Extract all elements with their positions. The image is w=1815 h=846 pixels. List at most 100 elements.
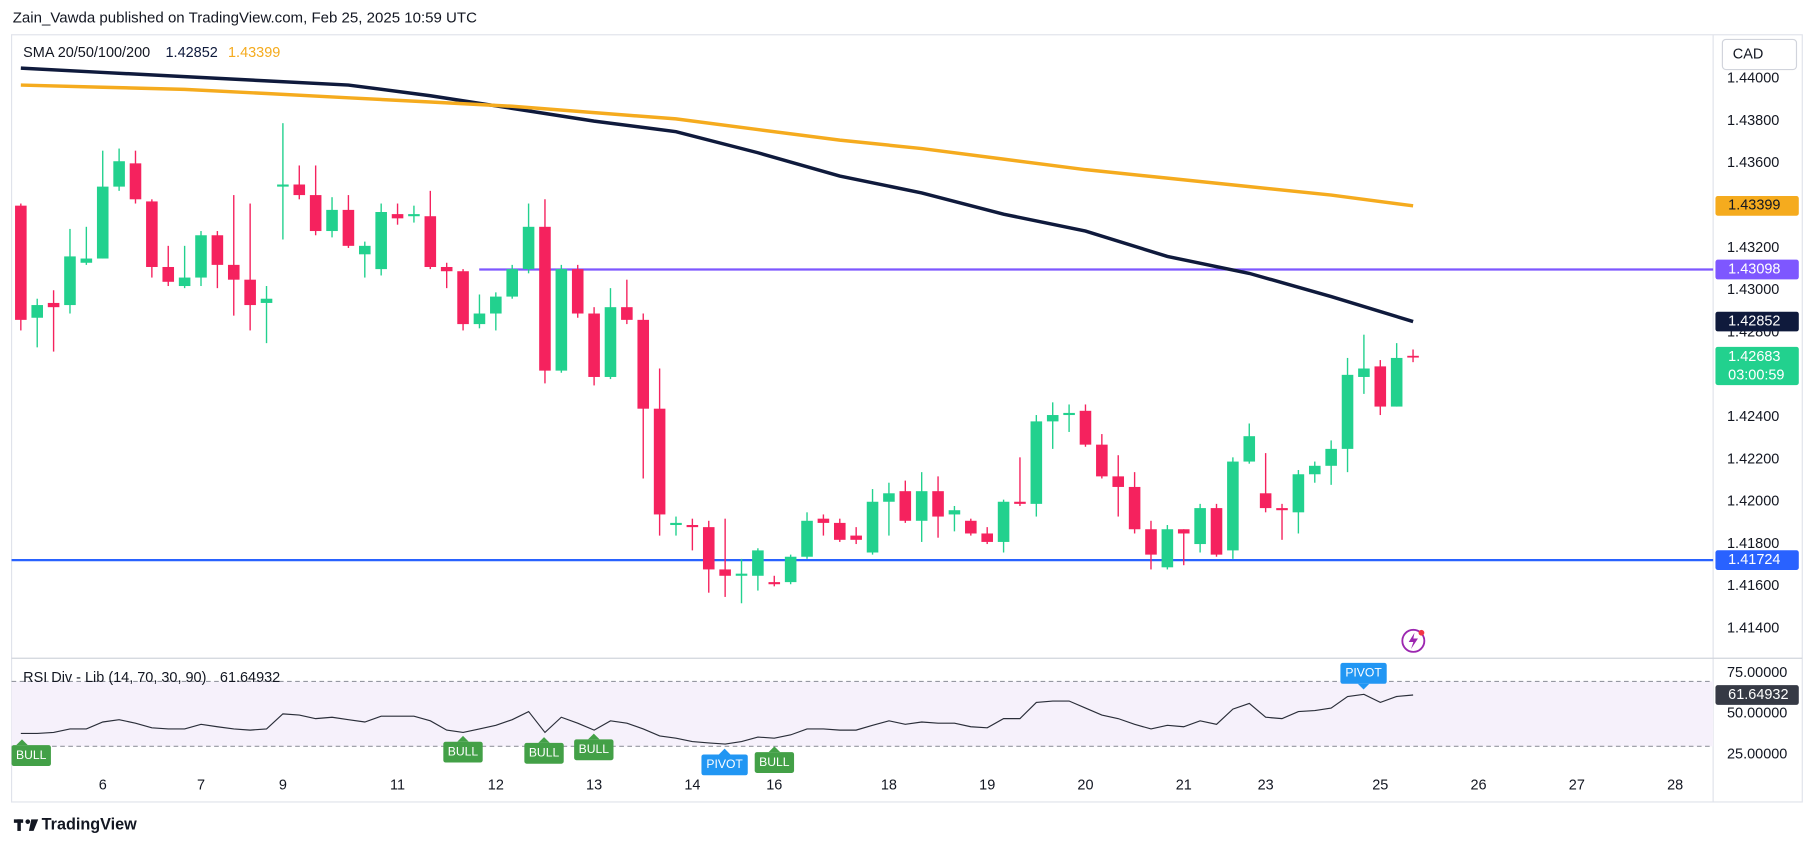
candle-body — [653, 408, 666, 515]
candle-body — [227, 264, 240, 280]
signal-badge — [524, 742, 564, 764]
signal-pointer — [16, 739, 28, 746]
signal-badge — [701, 754, 748, 776]
candle-body — [621, 307, 633, 320]
x-tick-label: 21 — [1176, 778, 1192, 794]
signal-label: BULL — [529, 746, 560, 760]
price-tag: 1.43399 — [1728, 198, 1780, 214]
candle-body — [768, 582, 781, 585]
current-price: 1.42683 — [1728, 349, 1780, 365]
candle-body — [866, 501, 879, 553]
signal-pointer — [1357, 683, 1370, 690]
candle-body — [735, 573, 748, 576]
y-tick-label: 25.00000 — [1727, 746, 1787, 762]
candle-body — [1112, 476, 1125, 487]
signal-badge — [574, 739, 614, 761]
currency-box[interactable] — [1721, 38, 1798, 71]
x-tick-label: 12 — [488, 778, 504, 794]
candle-body — [244, 279, 256, 306]
candle-body — [490, 296, 502, 314]
header-title: Zain_Vawda published on TradingView.com,… — [13, 10, 477, 27]
y-tick-label: 1.43600 — [1727, 155, 1779, 171]
candle-body — [899, 491, 912, 521]
candle-body — [1358, 368, 1370, 377]
candle-body — [178, 277, 191, 287]
candle-body — [1243, 436, 1256, 462]
rsi-title: RSI Div - Lib (14, 70, 30, 90) — [23, 670, 206, 686]
y-tick-label: 1.43800 — [1727, 113, 1779, 129]
signal-badge — [11, 745, 51, 767]
candle-body — [1276, 508, 1288, 511]
candle-body — [850, 535, 862, 540]
x-tick-label: 6 — [99, 778, 107, 794]
candle-body — [473, 313, 486, 325]
candle-body — [1227, 461, 1239, 551]
candle-body — [195, 235, 207, 278]
candle-body — [96, 186, 109, 259]
signal-label: BULL — [759, 755, 790, 769]
candle-body — [686, 525, 699, 528]
candle-body — [506, 269, 518, 297]
candle-body — [211, 235, 224, 265]
candle-body — [883, 493, 895, 502]
candle-body — [47, 302, 60, 308]
rsi-value: 61.64932 — [220, 670, 280, 686]
alert-icon[interactable] — [1401, 628, 1426, 653]
signal-pointer — [718, 748, 731, 755]
candle-body — [915, 491, 928, 521]
y-tick-label: 1.43000 — [1727, 282, 1779, 298]
x-tick-label: 27 — [1569, 778, 1585, 794]
candle-body — [784, 556, 797, 583]
candle-body — [80, 258, 93, 263]
signal-pointer — [457, 735, 469, 742]
candle-body — [15, 205, 27, 320]
y-tick-label: 1.44000 — [1727, 71, 1779, 87]
candle-body — [1145, 529, 1157, 555]
signal-pointer — [768, 746, 781, 753]
signal-badge — [1340, 662, 1387, 684]
candle-body — [539, 226, 551, 371]
candle-body — [752, 550, 764, 576]
y-tick-label: 1.43200 — [1727, 240, 1779, 256]
candle-body — [326, 209, 338, 232]
candle-body — [555, 269, 568, 371]
y-tick-label: 1.42400 — [1727, 409, 1779, 425]
candle-body — [391, 214, 404, 219]
candle-body — [146, 201, 158, 267]
brand-logo — [13, 819, 39, 831]
candle-body — [1341, 374, 1354, 449]
candle-body — [932, 491, 944, 517]
candle-body — [719, 569, 731, 576]
sma-line — [20, 83, 1414, 208]
candle-body — [1259, 493, 1272, 509]
candle-body — [522, 226, 535, 270]
candle-body — [571, 269, 584, 314]
x-tick-label: 20 — [1077, 778, 1093, 794]
x-tick-label: 25 — [1372, 778, 1388, 794]
rsi-tag-bg — [1715, 685, 1799, 705]
candle-body — [440, 266, 453, 272]
sma-line — [20, 66, 1414, 324]
signal-label: PIVOT — [706, 757, 743, 771]
rsi-band — [11, 681, 1714, 747]
price-tag: 1.41724 — [1728, 552, 1780, 568]
candle-body — [588, 313, 600, 377]
price-tag-bg — [1715, 196, 1799, 216]
signal-badge — [443, 741, 483, 763]
current-price-bg — [1715, 346, 1799, 386]
candle-body — [424, 216, 437, 267]
candle-body — [375, 212, 387, 270]
candle-body — [1161, 529, 1174, 568]
signal-label: BULL — [448, 744, 479, 758]
candle-body — [965, 520, 977, 534]
price-tag-bg — [1715, 550, 1799, 570]
legend-title: SMA 20/50/100/200 — [23, 45, 150, 61]
candle-body — [31, 305, 44, 318]
x-tick-label: 14 — [684, 778, 700, 794]
price-tag-bg — [1715, 259, 1799, 280]
x-tick-label: 13 — [586, 778, 602, 794]
candle-body — [129, 163, 142, 200]
x-tick-label: 28 — [1667, 778, 1683, 794]
currency: CAD — [1733, 46, 1764, 62]
rsi-tag: 61.64932 — [1728, 687, 1788, 703]
